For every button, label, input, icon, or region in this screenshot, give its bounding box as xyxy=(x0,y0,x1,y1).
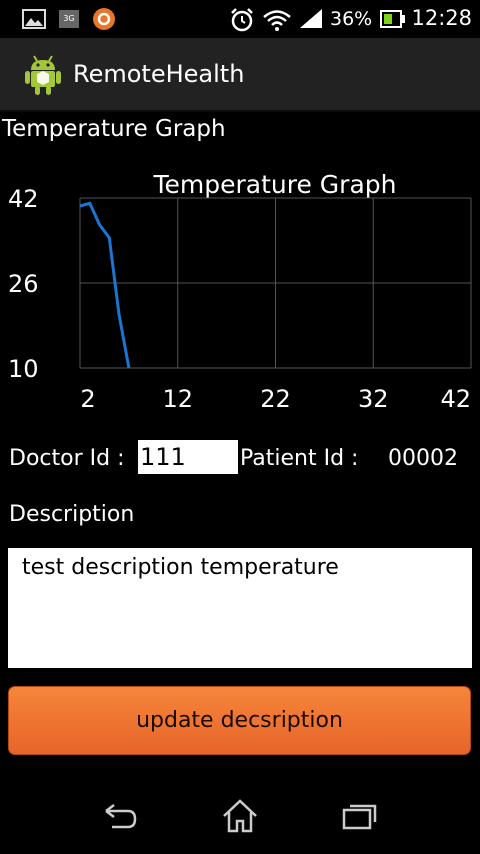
x-tick-label: 32 xyxy=(358,385,389,413)
temperature-chart: Temperature Graph 10 26 42 2 12 22 32 42 xyxy=(8,170,472,413)
doctor-id-input[interactable] xyxy=(138,440,238,474)
alarm-icon xyxy=(231,8,253,32)
battery-percent: 36% xyxy=(330,8,373,30)
series-line xyxy=(79,201,131,369)
navigation-bar xyxy=(0,778,480,854)
chart-grid xyxy=(79,197,472,369)
clock: 12:28 xyxy=(411,6,472,30)
description-label: Description xyxy=(9,502,135,527)
update-description-button[interactable]: update decsription xyxy=(8,686,471,755)
patient-id-label: Patient Id : xyxy=(240,446,359,471)
x-tick-label: 12 xyxy=(162,385,193,413)
ids-row: Doctor Id : Patient Id : 00002 xyxy=(0,440,480,476)
chart-title: Temperature Graph xyxy=(153,170,397,199)
description-input[interactable]: test description temperature xyxy=(8,548,472,668)
x-tick-label: 22 xyxy=(260,385,291,413)
x-axis: 2 12 22 32 42 xyxy=(80,385,471,413)
doctor-id-label: Doctor Id : xyxy=(9,446,125,471)
android-robot-icon xyxy=(25,55,61,95)
wifi-icon xyxy=(263,10,291,31)
y-tick-label: 10 xyxy=(8,355,39,383)
home-button[interactable] xyxy=(210,794,270,838)
recent-apps-icon xyxy=(342,804,377,830)
app-title: RemoteHealth xyxy=(73,60,245,88)
patient-id-value: 00002 xyxy=(388,446,458,471)
chart-series xyxy=(79,201,131,369)
x-tick-label: 2 xyxy=(80,385,95,413)
back-icon xyxy=(105,804,137,829)
y-tick-label: 42 xyxy=(8,185,39,213)
section-title: Temperature Graph xyxy=(2,116,226,142)
3g-icon: 3G xyxy=(59,10,79,28)
recent-apps-button[interactable] xyxy=(330,794,390,838)
signal-icon xyxy=(300,9,322,28)
battery-icon xyxy=(380,10,405,28)
y-tick-label: 26 xyxy=(8,270,39,298)
status-bar: 3G 36% 12:28 xyxy=(0,0,480,38)
gallery-icon xyxy=(22,9,46,29)
action-bar: RemoteHealth xyxy=(0,38,480,112)
x-tick-label: 42 xyxy=(440,385,471,413)
back-button[interactable] xyxy=(90,794,150,838)
y-axis: 10 26 42 xyxy=(8,185,39,383)
app-circle-icon xyxy=(93,8,115,30)
home-icon xyxy=(223,799,257,833)
svg-text:3G: 3G xyxy=(63,14,74,23)
